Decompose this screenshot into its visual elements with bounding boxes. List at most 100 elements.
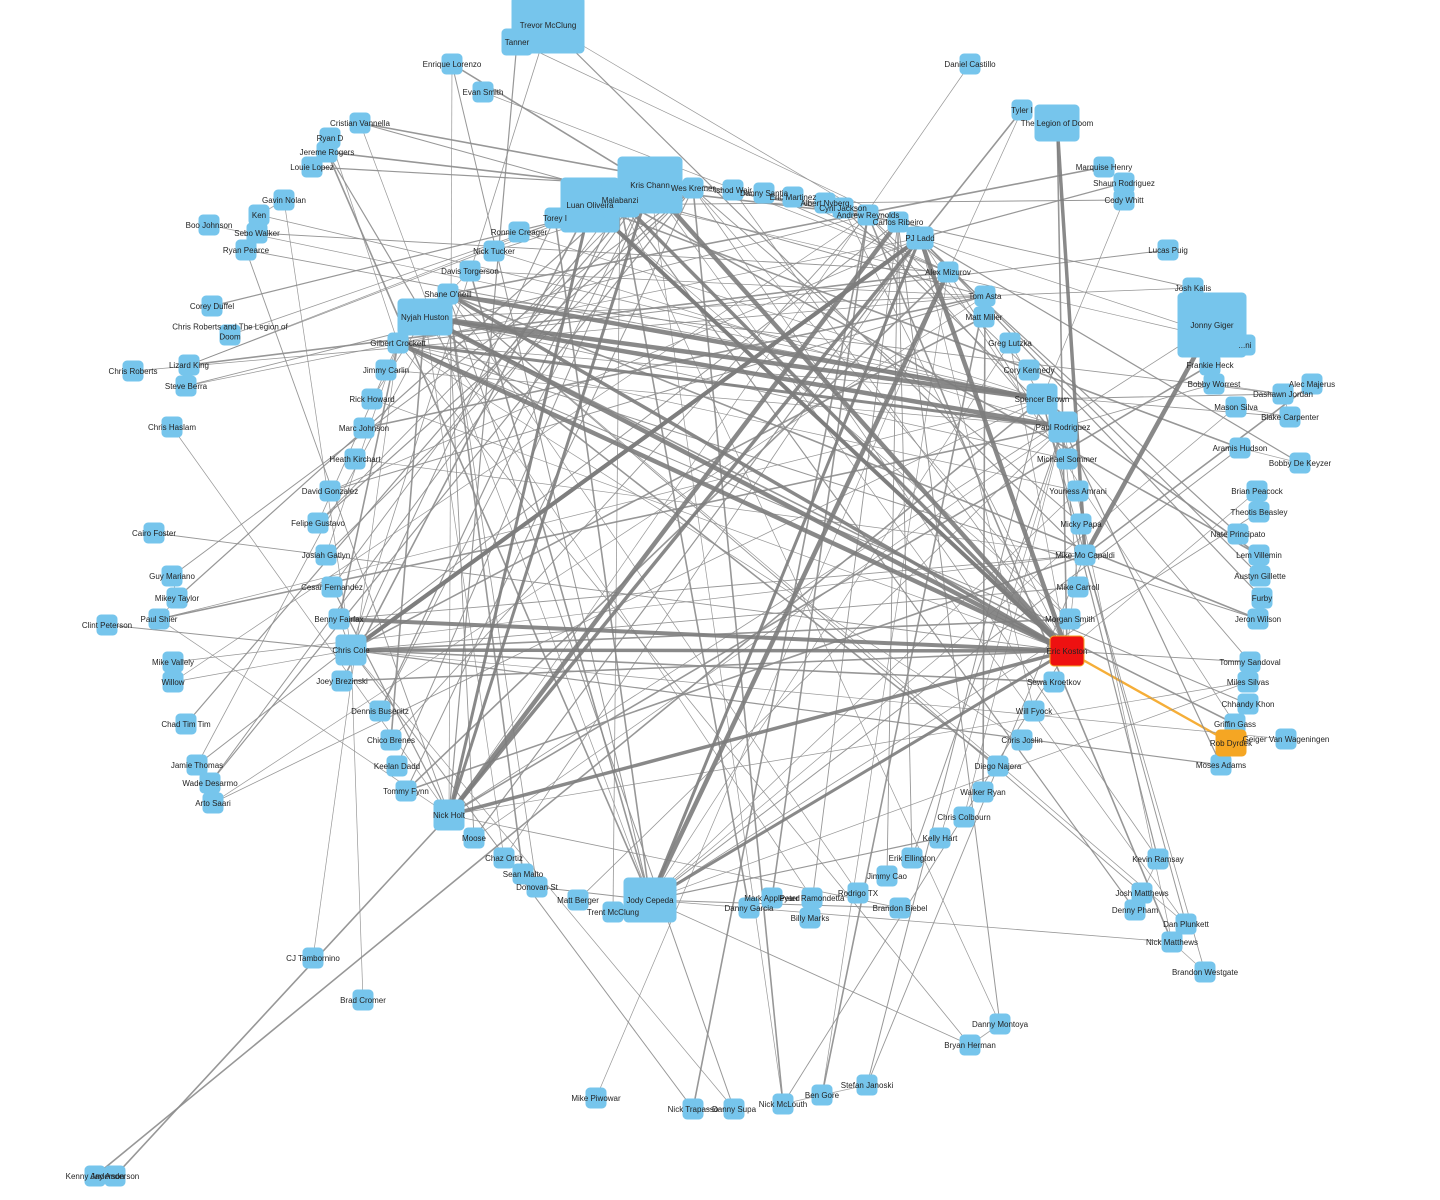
svg-text:Walker Ryan: Walker Ryan bbox=[960, 788, 1006, 797]
svg-text:Alec Majerus: Alec Majerus bbox=[1289, 380, 1335, 389]
svg-text:Chris Joslin: Chris Joslin bbox=[1001, 736, 1042, 745]
svg-text:Josiah Gatlyn: Josiah Gatlyn bbox=[302, 551, 350, 560]
svg-text:Denny Pham: Denny Pham bbox=[1112, 906, 1159, 915]
svg-text:Micky Papa: Micky Papa bbox=[1060, 520, 1102, 529]
svg-text:Shaun Rodriguez: Shaun Rodriguez bbox=[1093, 179, 1155, 188]
svg-text:Jonny Giger: Jonny Giger bbox=[1190, 321, 1233, 330]
svg-text:Cristian Vannella: Cristian Vannella bbox=[330, 119, 390, 128]
svg-text:Jeron Wilson: Jeron Wilson bbox=[1235, 615, 1281, 624]
svg-text:Gavin Nolan: Gavin Nolan bbox=[262, 196, 306, 205]
svg-text:Heath Kirchart: Heath Kirchart bbox=[329, 455, 381, 464]
svg-text:Nyjah Huston: Nyjah Huston bbox=[401, 313, 449, 322]
svg-text:Wade Desarmo: Wade Desarmo bbox=[182, 779, 238, 788]
svg-text:Jereme Rogers: Jereme Rogers bbox=[300, 148, 355, 157]
svg-text:Steve Berra: Steve Berra bbox=[165, 382, 208, 391]
svg-text:Brandon Westgate: Brandon Westgate bbox=[1172, 968, 1239, 977]
svg-text:Jay Anderson: Jay Anderson bbox=[91, 1172, 139, 1181]
svg-text:Marquise Henry: Marquise Henry bbox=[1076, 163, 1132, 172]
svg-text:Danny Garcia: Danny Garcia bbox=[725, 904, 774, 913]
svg-text:Dennis Busenitz: Dennis Busenitz bbox=[351, 707, 409, 716]
svg-text:Will Fyock: Will Fyock bbox=[1016, 707, 1053, 716]
svg-text:Jamie Thomas: Jamie Thomas bbox=[171, 761, 223, 770]
svg-text:Josh Matthews: Josh Matthews bbox=[1115, 889, 1168, 898]
svg-text:Kevin Ramsay: Kevin Ramsay bbox=[1132, 855, 1184, 864]
svg-text:Chris Haslam: Chris Haslam bbox=[148, 423, 196, 432]
svg-text:Davis Torgerson: Davis Torgerson bbox=[441, 267, 499, 276]
svg-text:Malabanzi: Malabanzi bbox=[602, 196, 639, 205]
svg-text:Daniel Castillo: Daniel Castillo bbox=[944, 60, 996, 69]
svg-text:Evan Smith: Evan Smith bbox=[463, 88, 504, 97]
svg-text:Nick Holt: Nick Holt bbox=[433, 811, 466, 820]
svg-text:Mikey Taylor: Mikey Taylor bbox=[155, 594, 200, 603]
svg-text:Louie Lopez: Louie Lopez bbox=[290, 163, 334, 172]
svg-text:Griffin Gass: Griffin Gass bbox=[1214, 720, 1256, 729]
svg-text:Danny Montoya: Danny Montoya bbox=[972, 1020, 1029, 1029]
svg-text:Ken: Ken bbox=[252, 211, 266, 220]
svg-text:Torey I: Torey I bbox=[543, 214, 567, 223]
svg-text:Brad Cromer: Brad Cromer bbox=[340, 996, 386, 1005]
svg-text:Willow: Willow bbox=[161, 678, 184, 687]
svg-text:Ronnie Creager: Ronnie Creager bbox=[491, 228, 548, 237]
svg-text:Youness Amrani: Youness Amrani bbox=[1049, 487, 1107, 496]
svg-text:Mike Mo Capaldi: Mike Mo Capaldi bbox=[1055, 551, 1115, 560]
svg-text:Ryan Pearce: Ryan Pearce bbox=[223, 246, 270, 255]
svg-text:Dan Plunkett: Dan Plunkett bbox=[1163, 920, 1210, 929]
svg-text:Brian Peacock: Brian Peacock bbox=[1231, 487, 1284, 496]
svg-text:Mike Carroll: Mike Carroll bbox=[1057, 583, 1100, 592]
svg-text:Bryan Herman: Bryan Herman bbox=[944, 1041, 996, 1050]
svg-text:David Gonzalez: David Gonzalez bbox=[302, 487, 358, 496]
svg-text:CJ Tambornino: CJ Tambornino bbox=[286, 954, 340, 963]
svg-text:Kris Chann: Kris Chann bbox=[630, 181, 670, 190]
svg-text:Felipe Gustavo: Felipe Gustavo bbox=[291, 519, 345, 528]
svg-text:Aramis Hudson: Aramis Hudson bbox=[1213, 444, 1268, 453]
svg-text:Miles Silvas: Miles Silvas bbox=[1227, 678, 1269, 687]
svg-text:Jimmy Carlin: Jimmy Carlin bbox=[363, 366, 409, 375]
svg-text:Boo Johnson: Boo Johnson bbox=[186, 221, 233, 230]
svg-text:Chris Cole: Chris Cole bbox=[332, 646, 370, 655]
svg-text:Mike Vallely: Mike Vallely bbox=[152, 658, 194, 667]
svg-text:Chaz Ortiz: Chaz Ortiz bbox=[485, 854, 523, 863]
svg-text:Jody Cepeda: Jody Cepeda bbox=[626, 896, 674, 905]
svg-text:Billy Marks: Billy Marks bbox=[791, 914, 830, 923]
svg-text:Tyler I: Tyler I bbox=[1011, 106, 1033, 115]
svg-text:Trevor McClung: Trevor McClung bbox=[520, 21, 577, 30]
svg-text:Cory Kennedy: Cory Kennedy bbox=[1004, 366, 1055, 375]
svg-text:Bobby Worrest: Bobby Worrest bbox=[1188, 380, 1242, 389]
svg-text:Keelan Dadd: Keelan Dadd bbox=[374, 762, 420, 771]
svg-text:Chris Roberts: Chris Roberts bbox=[109, 367, 158, 376]
svg-text:Nick Trapasso: Nick Trapasso bbox=[668, 1105, 719, 1114]
svg-text:Chhandy Khon: Chhandy Khon bbox=[1222, 700, 1275, 709]
svg-text:Sewa Kroetkov: Sewa Kroetkov bbox=[1027, 678, 1081, 687]
svg-text:Geiger Van Wageningen: Geiger Van Wageningen bbox=[1243, 735, 1330, 744]
svg-text:Tommy Fynn: Tommy Fynn bbox=[383, 787, 429, 796]
svg-text:Matt Miller: Matt Miller bbox=[966, 313, 1003, 322]
svg-text:Austyn Gillette: Austyn Gillette bbox=[1234, 572, 1286, 581]
svg-text:Furby: Furby bbox=[1252, 594, 1272, 603]
svg-text:Chico Brenes: Chico Brenes bbox=[367, 736, 415, 745]
svg-text:Tom Asta: Tom Asta bbox=[969, 292, 1002, 301]
svg-text:Rick Howard: Rick Howard bbox=[349, 395, 394, 404]
svg-text:Nick Matthews: Nick Matthews bbox=[1146, 938, 1198, 947]
svg-text:Lem Villemin: Lem Villemin bbox=[1236, 551, 1282, 560]
svg-text:Josh Kalis: Josh Kalis bbox=[1175, 284, 1211, 293]
svg-text:Blake Carpenter: Blake Carpenter bbox=[1261, 413, 1319, 422]
svg-text:Eric Koston: Eric Koston bbox=[1047, 647, 1088, 656]
svg-text:Chris Roberts and The Legion o: Chris Roberts and The Legion of bbox=[172, 323, 288, 332]
svg-text:Danny Supa: Danny Supa bbox=[712, 1105, 757, 1114]
svg-text:Morgan Smith: Morgan Smith bbox=[1045, 615, 1095, 624]
svg-text:Carlos Ribeiro: Carlos Ribeiro bbox=[873, 218, 924, 227]
svg-text:Nick McLouth: Nick McLouth bbox=[759, 1100, 807, 1109]
svg-text:Nate Principato: Nate Principato bbox=[1211, 530, 1266, 539]
svg-text:Erik Ellington: Erik Ellington bbox=[889, 854, 936, 863]
svg-text:Cesar Fernandez: Cesar Fernandez bbox=[301, 583, 363, 592]
svg-text:Ryan D: Ryan D bbox=[317, 134, 344, 143]
svg-text:Stefan Janoski: Stefan Janoski bbox=[841, 1081, 894, 1090]
svg-text:Diego Najera: Diego Najera bbox=[975, 762, 1022, 771]
svg-text:Theotis Beasley: Theotis Beasley bbox=[1231, 508, 1288, 517]
svg-text:Joey Brezinski: Joey Brezinski bbox=[316, 677, 368, 686]
svg-text:Dashawn Jordan: Dashawn Jordan bbox=[1253, 390, 1313, 399]
svg-text:Michael Sommer: Michael Sommer bbox=[1037, 455, 1097, 464]
svg-text:Corey Duffel: Corey Duffel bbox=[190, 302, 235, 311]
svg-text:Frankie Heck: Frankie Heck bbox=[1186, 361, 1234, 370]
svg-text:Mark Appleyard: Mark Appleyard bbox=[744, 894, 800, 903]
